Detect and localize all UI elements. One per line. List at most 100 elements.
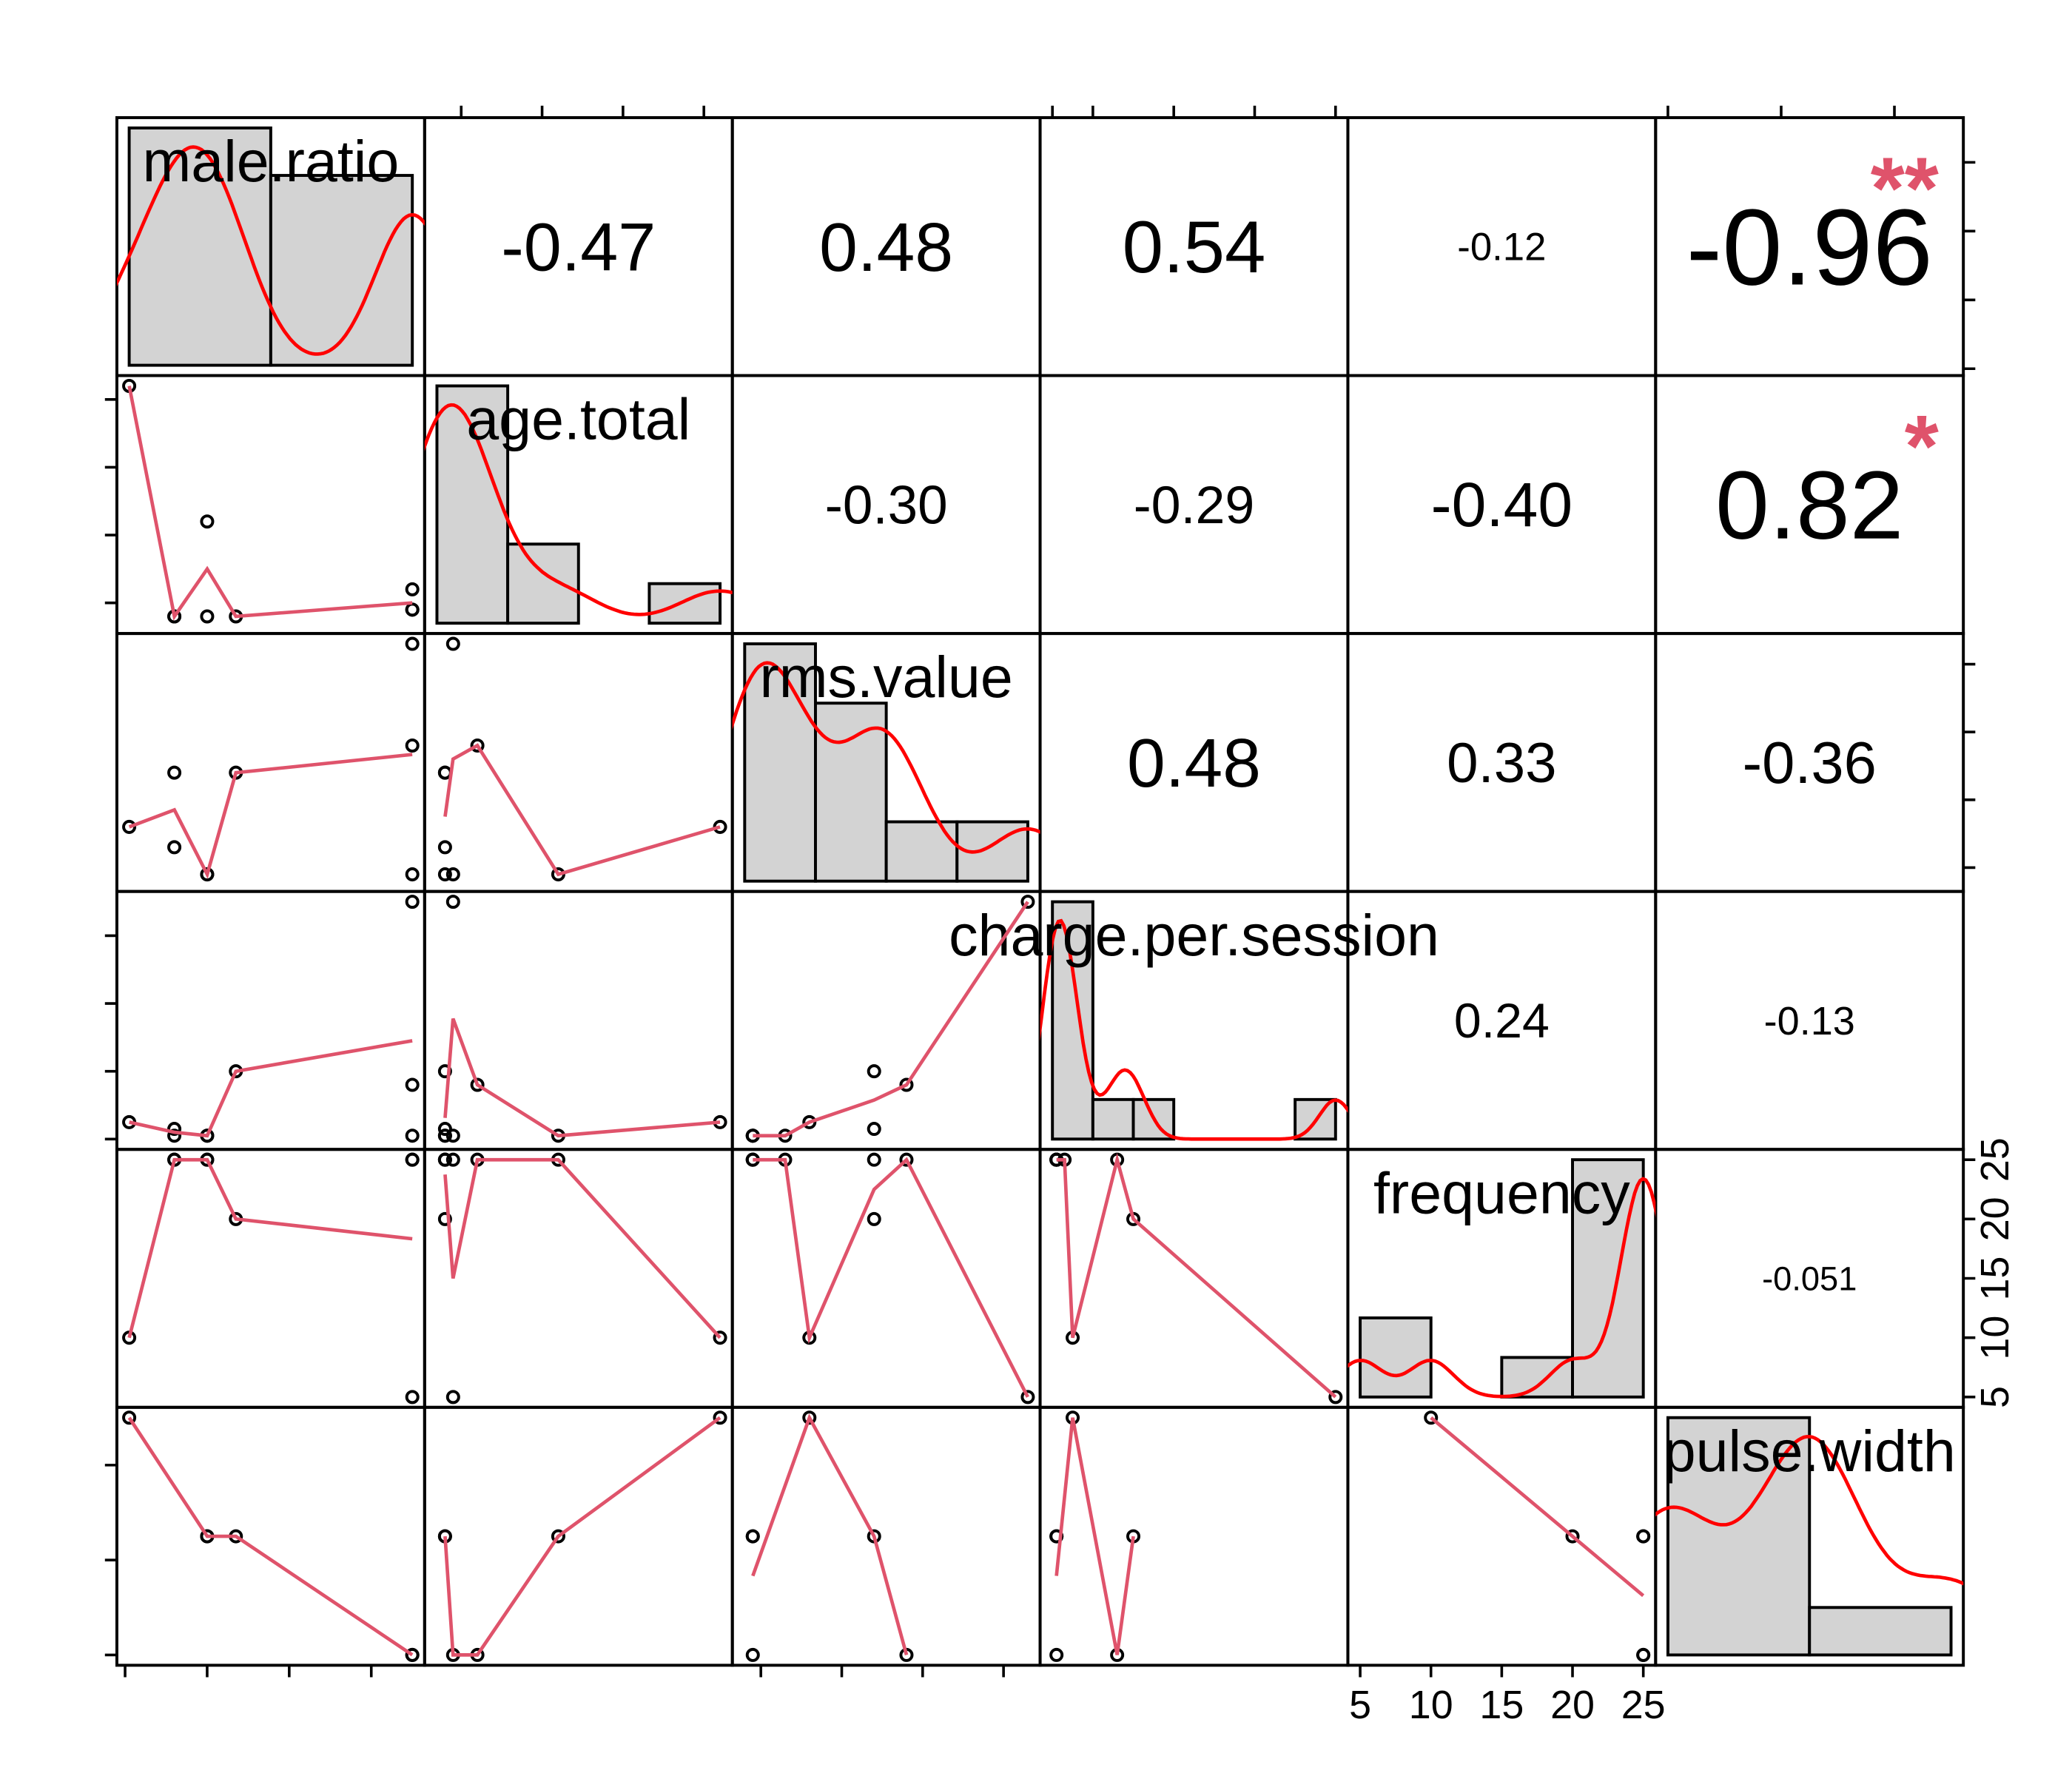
significance-stars-male-ratio-pulse-width: ** — [1871, 140, 1939, 238]
scatter-frequency-vs-rms-value — [747, 1154, 1034, 1403]
variable-label-frequency: frequency — [1373, 1160, 1630, 1225]
correlation-value-age-total-charge-per-session: -0.29 — [1134, 476, 1255, 535]
scatter-charge-per-session-vs-male-ratio — [124, 896, 418, 1141]
panel-frame-2-0 — [117, 633, 425, 892]
point-pulse-width-vs-frequency-7 — [1638, 1649, 1649, 1661]
variable-label-rms-value: rms.value — [759, 645, 1012, 710]
scatter-frequency-vs-male-ratio — [124, 1154, 418, 1403]
variable-label-pulse-width: pulse.width — [1664, 1419, 1956, 1484]
smooth-line-frequency-vs-age-total — [445, 1160, 720, 1338]
smooth-line-frequency-vs-male-ratio — [130, 1160, 412, 1338]
correlation-value-age-total-pulse-width: 0.82 — [1715, 451, 1903, 559]
axis-tick-label-right-frequency-1: 10 — [1973, 1316, 2017, 1360]
scatter-pulse-width-vs-age-total — [440, 1412, 726, 1661]
panel-frame-5-1 — [425, 1407, 733, 1666]
point-rms-value-vs-male-ratio-6 — [407, 740, 418, 751]
scatter-pulse-width-vs-male-ratio — [124, 1412, 418, 1661]
point-rms-value-vs-age-total-1 — [440, 841, 451, 852]
scatter-charge-per-session-vs-age-total — [440, 896, 726, 1141]
smooth-line-pulse-width-vs-charge-per-session — [1057, 1418, 1134, 1655]
smooth-line-charge-per-session-vs-male-ratio — [130, 1040, 412, 1135]
point-age-total-vs-male-ratio-3 — [201, 516, 212, 527]
axis-tick-label-right-frequency-0: 5 — [1973, 1386, 2017, 1408]
point-frequency-vs-rms-value-5 — [869, 1214, 880, 1225]
histogram-bar-charge-per-session-1 — [1093, 1100, 1134, 1139]
variable-label-age-total: age.total — [466, 387, 690, 452]
scatter-pulse-width-vs-frequency — [1425, 1412, 1649, 1661]
point-charge-per-session-vs-male-ratio-8 — [407, 896, 418, 907]
point-frequency-vs-age-total-8 — [448, 1391, 459, 1402]
point-charge-per-session-vs-male-ratio-7 — [407, 1130, 418, 1141]
correlation-value-male-ratio-charge-per-session: 0.54 — [1123, 206, 1266, 289]
scatter-pulse-width-vs-charge-per-session — [1051, 1412, 1139, 1661]
correlation-value-rms-value-pulse-width: -0.36 — [1743, 730, 1877, 796]
correlation-value-age-total-frequency: -0.40 — [1431, 470, 1572, 539]
smooth-line-frequency-vs-charge-per-session — [1057, 1160, 1336, 1397]
panel-frame-5-4 — [1348, 1407, 1655, 1666]
histogram-bar-age-total-3 — [649, 584, 720, 623]
histogram-bar-frequency-0 — [1360, 1318, 1431, 1397]
correlation-value-male-ratio-age-total: -0.47 — [501, 209, 656, 285]
scatter-pulse-width-vs-rms-value — [747, 1412, 912, 1661]
point-frequency-vs-rms-value-2 — [869, 1154, 880, 1166]
panel-frame-3-0 — [117, 892, 425, 1150]
correlation-value-charge-per-session-pulse-width: -0.13 — [1764, 999, 1855, 1043]
panel-frame-2-1 — [425, 633, 733, 892]
point-frequency-vs-male-ratio-7 — [407, 1154, 418, 1166]
scatter-frequency-vs-age-total — [440, 1154, 726, 1403]
correlation-value-frequency-pulse-width: -0.051 — [1762, 1259, 1857, 1297]
significance-stars-age-total-pulse-width: * — [1905, 398, 1939, 496]
point-charge-per-session-vs-rms-value-2 — [869, 1123, 880, 1134]
point-pulse-width-vs-rms-value-4 — [747, 1531, 758, 1542]
correlation-value-charge-per-session-frequency: 0.24 — [1454, 994, 1550, 1049]
panel-frame-1-0 — [117, 376, 425, 634]
point-age-total-vs-male-ratio-8 — [407, 604, 418, 615]
point-charge-per-session-vs-rms-value-5 — [869, 1066, 880, 1077]
axis-tick-label-right-frequency-3: 20 — [1973, 1197, 2017, 1241]
point-pulse-width-vs-charge-per-session-7 — [1051, 1649, 1062, 1661]
point-rms-value-vs-age-total-8 — [448, 639, 459, 650]
correlation-value-rms-value-charge-per-session: 0.48 — [1127, 724, 1261, 801]
correlation-value-male-ratio-rms-value: 0.48 — [819, 209, 953, 286]
axis-tick-label-right-frequency-2: 15 — [1973, 1257, 2017, 1301]
axis-tick-label-bottom-frequency-0: 5 — [1349, 1683, 1371, 1727]
axis-tick-label-bottom-frequency-4: 25 — [1621, 1683, 1666, 1727]
panel-frame-5-3 — [1040, 1407, 1348, 1666]
histogram-bar-age-total-1 — [508, 544, 579, 623]
axis-tick-label-bottom-frequency-2: 15 — [1479, 1683, 1524, 1727]
correlation-value-rms-value-frequency: 0.33 — [1447, 732, 1556, 795]
point-charge-per-session-vs-male-ratio-6 — [407, 1079, 418, 1090]
variable-label-male-ratio: male.ratio — [143, 129, 400, 194]
axis-tick-label-right-frequency-4: 25 — [1973, 1137, 2017, 1182]
smooth-line-rms-value-vs-male-ratio — [130, 755, 412, 875]
point-rms-value-vs-male-ratio-7 — [407, 869, 418, 880]
point-rms-value-vs-male-ratio-1 — [169, 841, 180, 852]
smooth-line-frequency-vs-rms-value — [753, 1160, 1028, 1397]
smooth-line-pulse-width-vs-male-ratio — [130, 1418, 412, 1655]
panel-frame-5-0 — [117, 1407, 425, 1666]
scatter-frequency-vs-charge-per-session — [1051, 1154, 1341, 1403]
point-rms-value-vs-male-ratio-8 — [407, 639, 418, 650]
axis-tick-label-bottom-frequency-3: 20 — [1550, 1683, 1595, 1727]
smooth-line-charge-per-session-vs-age-total — [445, 1019, 720, 1136]
panel-frame-4-0 — [117, 1149, 425, 1407]
smooth-line-rms-value-vs-age-total — [445, 745, 720, 874]
smooth-line-age-total-vs-male-ratio — [130, 386, 412, 616]
point-pulse-width-vs-frequency-4 — [1638, 1531, 1649, 1542]
smooth-line-pulse-width-vs-frequency — [1431, 1418, 1644, 1596]
histogram-bar-rms-value-2 — [887, 822, 958, 881]
smooth-line-pulse-width-vs-age-total — [445, 1418, 720, 1655]
correlation-value-age-total-rms-value: -0.30 — [825, 475, 948, 535]
correlation-value-male-ratio-frequency: -0.12 — [1457, 226, 1546, 269]
point-age-total-vs-male-ratio-6 — [407, 584, 418, 595]
histogram-bar-pulse-width-1 — [1809, 1607, 1951, 1655]
scatter-age-total-vs-male-ratio — [124, 380, 418, 622]
panel-frame-4-2 — [733, 1149, 1040, 1407]
smooth-line-pulse-width-vs-rms-value — [753, 1418, 906, 1655]
histogram-bar-rms-value-1 — [815, 703, 887, 881]
point-rms-value-vs-male-ratio-2 — [169, 767, 180, 778]
panel-frame-5-2 — [733, 1407, 1040, 1666]
scatter-rms-value-vs-male-ratio — [124, 639, 418, 881]
point-age-total-vs-male-ratio-4 — [201, 610, 212, 622]
